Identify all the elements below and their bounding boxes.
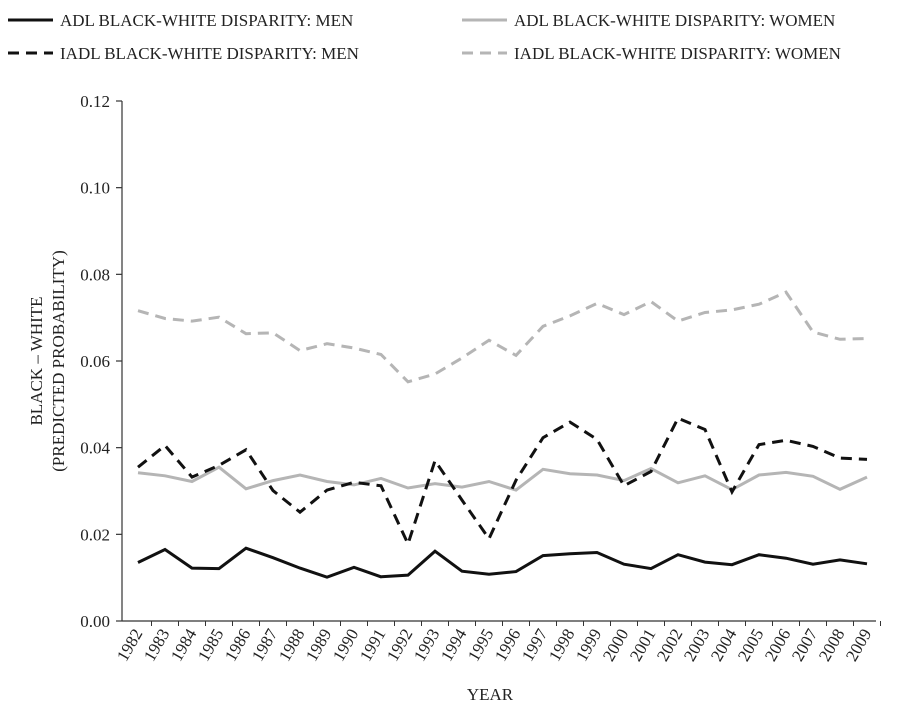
x-tick-label: 1993 [410,626,443,665]
y-tick-label: 0.02 [80,525,110,544]
y-tick-label: 0.10 [80,179,110,198]
legend-item-2: ADL BLACK-WHITE DISPARITY: WOMEN [462,11,835,30]
legend-item-3: IADL BLACK-WHITE DISPARITY: MEN [8,44,359,63]
legend-label: IADL BLACK-WHITE DISPARITY: WOMEN [514,44,841,63]
x-tick-label: 2009 [842,626,875,665]
legend-item-1: ADL BLACK-WHITE DISPARITY: MEN [8,11,353,30]
x-tick-label: 1988 [275,626,308,665]
legend-label: ADL BLACK-WHITE DISPARITY: WOMEN [514,11,835,30]
x-tick-label: 1995 [464,626,497,665]
series-line-3 [137,416,868,548]
x-tick-label: 1986 [221,626,254,665]
x-tick-label: 2006 [761,626,794,665]
x-tick-label: 2008 [815,626,848,665]
x-tick-label: 2001 [626,626,659,665]
x-tick-label: 1989 [302,626,335,665]
y-tick-label: 0.00 [80,612,110,631]
y-tick-label: 0.08 [80,265,110,284]
y-axis-title-line-1: BLACK – WHITE [27,296,46,425]
x-tick-label: 2007 [788,625,822,664]
series-line-4 [137,290,868,384]
legend-label: IADL BLACK-WHITE DISPARITY: MEN [60,44,359,63]
x-tick-label: 2004 [707,625,741,664]
series-layer [137,290,868,579]
x-tick-label: 1998 [545,626,578,665]
series-line-2 [137,465,868,492]
x-tick-label: 1982 [113,626,146,665]
x-tick-label: 1997 [518,625,552,664]
x-tick-label: 2000 [599,626,632,665]
x-tick-label: 1999 [572,626,605,665]
x-axis-ticks: 1982198319841985198619871988198919901991… [113,621,881,665]
x-tick-label: 1985 [194,626,227,665]
x-tick-label: 1991 [356,626,389,665]
x-tick-label: 2002 [653,626,686,665]
x-tick-label: 1996 [491,626,524,665]
x-tick-label: 2003 [680,626,713,665]
x-tick-label: 2005 [734,626,767,665]
legend-item-4: IADL BLACK-WHITE DISPARITY: WOMEN [462,44,841,63]
x-tick-label: 1987 [248,625,282,664]
x-tick-label: 1992 [383,626,416,665]
x-axis-title: YEAR [467,685,514,704]
y-axis-ticks: 0.00 0.02 0.04 0.06 0.08 0.10 0.12 [80,92,122,631]
x-tick-label: 1990 [329,626,362,665]
y-axis-title-line-2: (PREDICTED PROBABILITY) [49,250,68,471]
legend-label: ADL BLACK-WHITE DISPARITY: MEN [60,11,353,30]
series-line-1 [137,546,868,579]
y-tick-label: 0.04 [80,439,110,458]
y-tick-label: 0.06 [80,352,110,371]
axes: 0.000.020.040.060.080.100.12 19821983198… [80,92,881,665]
x-tick-label: 1984 [167,625,201,664]
x-tick-label: 1983 [140,626,173,665]
x-tick-label: 1994 [437,625,471,664]
y-tick-label: 0.12 [80,92,110,111]
legend: ADL BLACK-WHITE DISPARITY: MEN ADL BLACK-… [8,11,841,63]
